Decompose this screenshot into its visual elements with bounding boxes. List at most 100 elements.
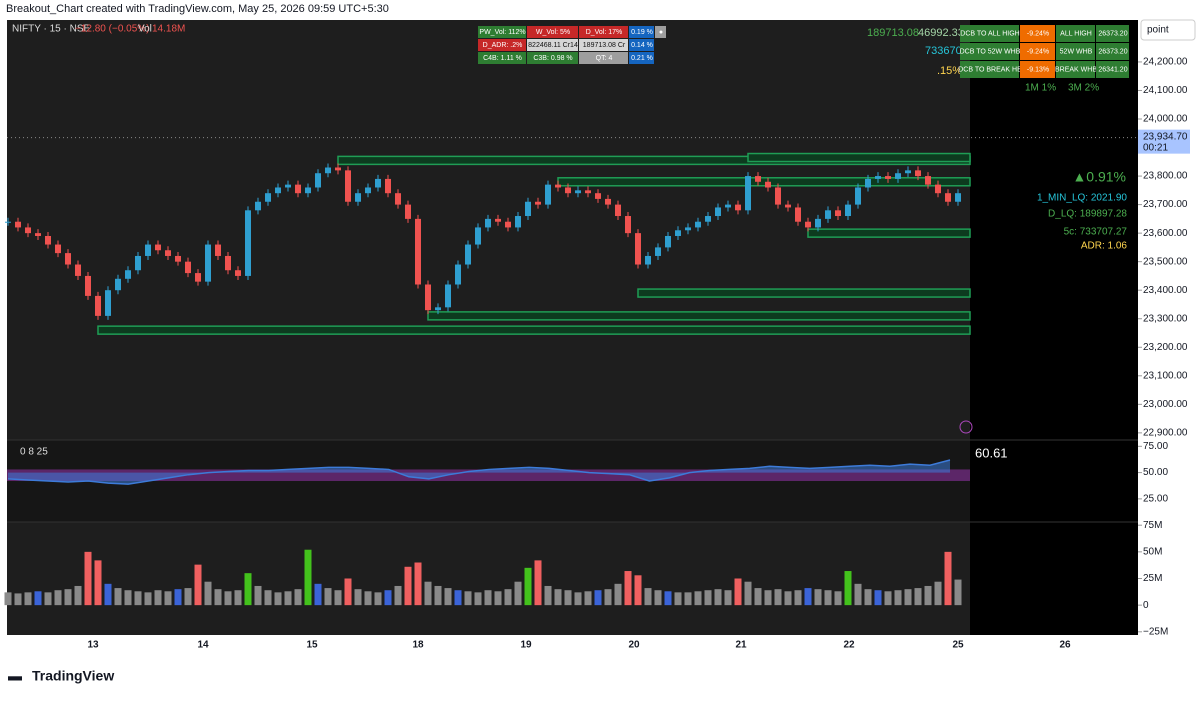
candle	[695, 221, 701, 228]
candle	[725, 204, 731, 208]
volume-bar	[214, 589, 222, 606]
candle	[495, 218, 501, 222]
y-tick-label: 23,600.00	[1143, 228, 1188, 239]
table-text: 822468.11 Cr14	[528, 42, 578, 49]
candle	[405, 204, 411, 219]
volume-bar	[924, 585, 932, 606]
volume-bar	[674, 592, 682, 606]
table-cell	[960, 61, 1019, 78]
volume-bar	[414, 562, 422, 606]
x-tick-label: 26	[1059, 640, 1071, 651]
x-tick-label: 15	[306, 640, 318, 651]
volume-bar	[154, 590, 162, 606]
candle	[285, 184, 291, 188]
volume-bar	[364, 591, 372, 606]
x-tick-label: 22	[843, 640, 855, 651]
candle	[295, 184, 301, 194]
volume-bar	[54, 590, 62, 606]
volume-bar	[324, 588, 332, 606]
table-text: BREAK WHB	[1055, 66, 1097, 73]
x-tick-label: 13	[87, 640, 99, 651]
scale-button-label[interactable]: point	[1147, 25, 1169, 36]
volume-bar	[684, 592, 692, 606]
candle	[355, 193, 361, 202]
candle	[15, 221, 21, 228]
volume-bar	[814, 589, 822, 606]
volume-bar	[874, 590, 882, 606]
caption: Breakout_Chart created with TradingView.…	[6, 3, 389, 15]
table-cell	[478, 39, 526, 51]
y-tick-label: 75.00	[1143, 441, 1168, 452]
candle	[135, 255, 141, 271]
candle	[905, 170, 911, 174]
volume-bar	[374, 592, 382, 606]
volume-bar	[44, 592, 52, 606]
candle	[105, 290, 111, 316]
candle	[785, 204, 791, 208]
x-tick-label: 18	[412, 640, 424, 651]
symbol: NIFTY · 15 · NSE	[12, 24, 90, 35]
volume-bar	[864, 589, 872, 606]
volume-bar	[14, 593, 22, 606]
candle	[835, 210, 841, 217]
table-text: -9.24%	[1027, 30, 1049, 37]
price-tag-label: 23,934.70	[1143, 131, 1188, 142]
volume-bar	[784, 591, 792, 606]
candle	[315, 173, 321, 188]
candle	[445, 284, 451, 308]
x-tick-label: 25	[952, 640, 964, 651]
volume-bar	[644, 588, 652, 606]
candle	[755, 176, 761, 182]
scale-button[interactable]	[1140, 19, 1196, 41]
day-change: ▲0.91%	[1072, 169, 1126, 185]
volume-bar	[744, 581, 752, 606]
zone	[427, 311, 971, 321]
table-text: C4B: 1.11 %	[483, 55, 522, 62]
table-cell	[1096, 61, 1129, 78]
footer: TradingView	[32, 668, 114, 684]
table-cell	[629, 39, 654, 51]
x-tick-label: 21	[735, 640, 747, 651]
candle	[545, 184, 551, 205]
candle	[705, 216, 711, 222]
candle	[565, 187, 571, 194]
volume-bar	[284, 591, 292, 606]
volume-bar	[244, 573, 252, 606]
zone	[747, 152, 971, 163]
table-cell	[655, 26, 666, 38]
volume-bar	[164, 591, 172, 606]
change: −12.80 (−0.05%)	[75, 24, 150, 35]
candle	[615, 204, 621, 217]
vol-value: 14.18M	[152, 24, 185, 35]
alert-icon[interactable]	[959, 420, 973, 434]
candle	[805, 221, 811, 228]
volume-bar	[594, 590, 602, 606]
y-tick-label: 23,700.00	[1143, 199, 1188, 210]
volume-bar	[764, 590, 772, 606]
candle	[235, 270, 241, 276]
volume-bar	[944, 551, 952, 606]
table-text: 52W WHB	[1060, 48, 1093, 55]
candle	[575, 190, 581, 194]
table-cell	[579, 52, 628, 64]
y-tick-label: 25M	[1143, 573, 1162, 584]
candle	[815, 218, 821, 228]
table-text: ●	[659, 29, 663, 36]
table-cell	[527, 26, 578, 38]
volume-bar	[534, 560, 542, 606]
candle	[5, 221, 11, 223]
volume-bar	[294, 589, 302, 606]
table-text: C3B: 0.98 %	[533, 55, 572, 62]
table-cell	[629, 52, 654, 64]
y-tick-label: 23,200.00	[1143, 342, 1188, 353]
volume-bar	[804, 588, 812, 606]
candle	[605, 198, 611, 205]
candle	[35, 233, 41, 236]
volume-bar	[634, 575, 642, 606]
volume-bar	[84, 551, 92, 606]
candle	[185, 261, 191, 274]
indicator: D_LQ: 189897.28	[1048, 209, 1127, 220]
y-tick-label: 23,100.00	[1143, 370, 1188, 381]
volume-bar	[424, 581, 432, 606]
table-cell	[1056, 43, 1095, 60]
